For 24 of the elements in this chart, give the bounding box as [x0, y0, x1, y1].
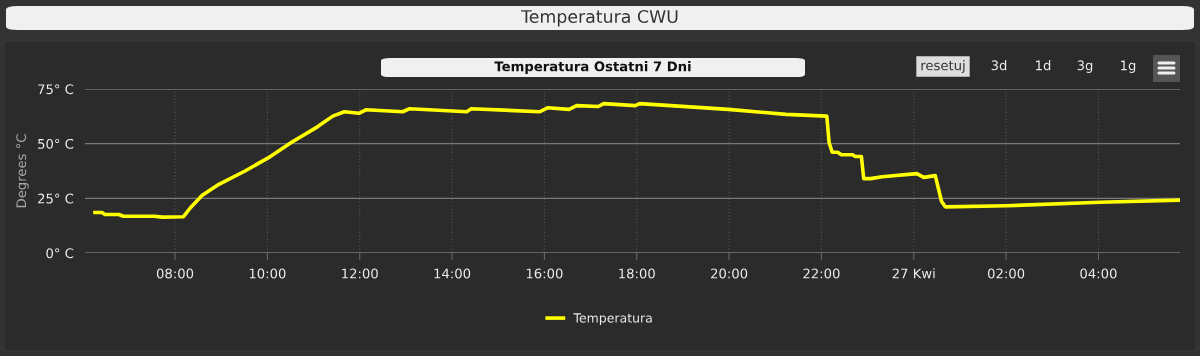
text: 3d: [991, 60, 1007, 71]
legend-label: Temperatura: [573, 313, 652, 326]
text: resetuj: [921, 60, 965, 73]
y-tick-label: 75° C: [38, 84, 74, 95]
x-tick-label: 02:00: [987, 268, 1025, 279]
x-tick-label: 20:00: [711, 268, 748, 279]
x-tick-label: 18:00: [619, 268, 655, 279]
x-tick-label: 08:00: [156, 268, 194, 279]
x-tick-label: 22:00: [803, 268, 840, 279]
x-tick-label: 16:00: [526, 268, 563, 279]
x-tick-label: 14:00: [434, 268, 471, 279]
y-tick-label: 0° C: [46, 248, 74, 259]
text: 3g: [1077, 60, 1093, 73]
x-tick-label: 12:00: [342, 268, 378, 279]
y-tick-label: 25° C: [38, 193, 74, 204]
chart-subtitle: Temperatura Ostatni 7 Dni: [494, 61, 691, 74]
text: 1d: [1036, 60, 1051, 71]
y-tick-label: 50° C: [38, 138, 74, 149]
text: 1g: [1121, 60, 1136, 73]
x-tick-label: 04:00: [1080, 268, 1117, 279]
x-tick-label: 27 Kwi: [892, 268, 935, 279]
chart-title: Temperatura CWU: [521, 9, 678, 27]
y-axis-title: Degrees °C: [16, 134, 29, 208]
x-tick-label: 10:00: [249, 268, 286, 279]
